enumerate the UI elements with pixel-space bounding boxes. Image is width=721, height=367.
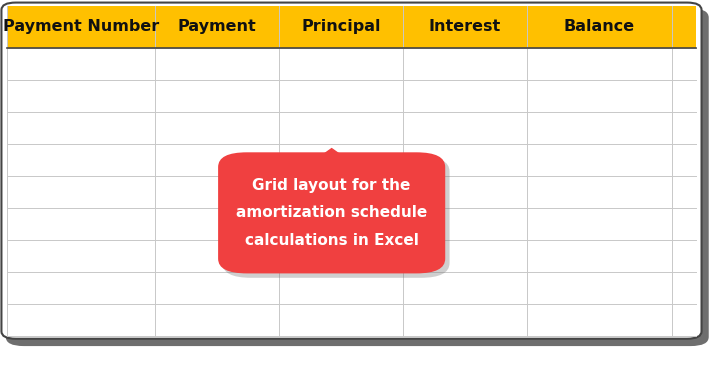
- FancyBboxPatch shape: [1, 3, 702, 339]
- FancyBboxPatch shape: [222, 157, 450, 278]
- Text: Principal: Principal: [301, 19, 381, 34]
- FancyBboxPatch shape: [6, 8, 709, 346]
- FancyBboxPatch shape: [218, 152, 445, 273]
- Text: Payment Number: Payment Number: [3, 19, 159, 34]
- Text: calculations in Excel: calculations in Excel: [244, 233, 419, 248]
- Text: amortization schedule: amortization schedule: [236, 206, 428, 220]
- Text: Payment: Payment: [178, 19, 257, 34]
- Bar: [7, 6, 696, 48]
- Text: Grid layout for the: Grid layout for the: [252, 178, 411, 193]
- Polygon shape: [319, 149, 345, 158]
- Text: Interest: Interest: [429, 19, 501, 34]
- Text: Balance: Balance: [564, 19, 635, 34]
